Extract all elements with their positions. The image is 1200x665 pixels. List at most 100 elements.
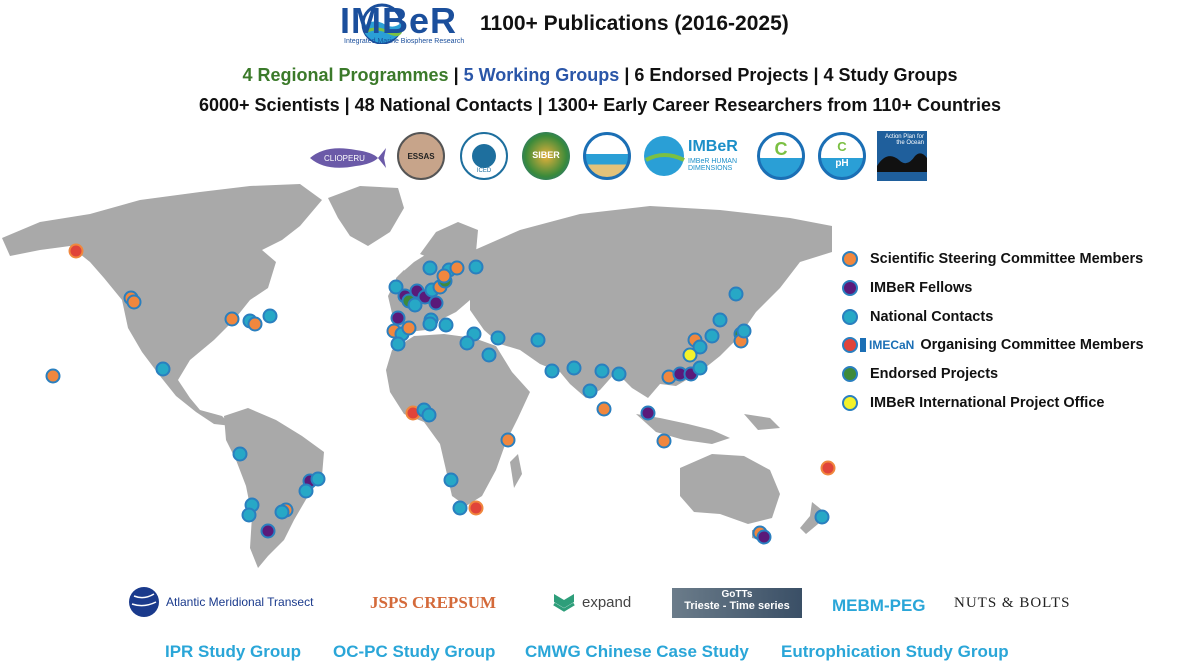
map-marker <box>566 360 582 376</box>
map-marker <box>241 507 257 523</box>
map-marker <box>421 407 437 423</box>
imecan-badge-icon: IMECaN <box>860 338 914 352</box>
south-america <box>224 408 324 568</box>
map-marker <box>262 308 278 324</box>
legend-dot-icon <box>842 395 858 411</box>
map-marker <box>224 311 240 327</box>
imber-logo-subtitle: Integrated Marine Biosphere Research <box>344 38 465 45</box>
map-markers <box>45 243 836 545</box>
legend-dot-icon <box>842 309 858 325</box>
asia <box>470 206 832 398</box>
map-marker <box>530 332 546 348</box>
tuna-fish-icon: CLIOPERU <box>310 148 386 168</box>
legend-label: Organising Committee Members <box>920 337 1144 353</box>
map-marker <box>452 500 468 516</box>
essas-logo: ESSAS <box>397 132 445 180</box>
map-marker <box>155 361 171 377</box>
separator: | <box>453 65 459 85</box>
map-marker <box>459 335 475 351</box>
action-plan-logo: Action Plan for the Ocean <box>877 131 927 181</box>
map-marker <box>594 363 610 379</box>
map-marker <box>682 347 698 363</box>
legend-item-project-office: IMBeR International Project Office <box>842 392 1104 414</box>
map-marker <box>640 405 656 421</box>
working-groups: 5 Working Groups <box>463 65 620 85</box>
scandinavia <box>420 222 478 262</box>
mebm-peg-logo: MEBM-PEG <box>832 596 926 615</box>
expand-logo: expand <box>552 590 631 614</box>
summary-rest: 6 Endorsed Projects | 4 Study Groups <box>634 65 958 85</box>
summary-line-2: 6000+ Scientists | 48 National Contacts … <box>199 95 1001 115</box>
map-marker <box>468 500 484 516</box>
map-marker <box>582 383 598 399</box>
map-marker <box>736 323 752 339</box>
map-marker <box>260 523 276 539</box>
map-marker <box>390 336 406 352</box>
svg-text:CLIOPERU: CLIOPERU <box>324 154 365 163</box>
publications-title: 1100+ Publications (2016-2025) <box>480 12 789 35</box>
legend-label: IMBeR International Project Office <box>870 395 1105 411</box>
greenland <box>328 186 404 246</box>
study-group-eutrophication: Eutrophication Study Group <box>781 642 1009 661</box>
map-marker <box>611 366 627 382</box>
imber-human-dimensions-logo: IMBeR IMBeR HUMAN DIMENSIONS <box>644 132 744 180</box>
map-marker <box>422 316 438 332</box>
legend-label: IMBeR Fellows <box>870 280 973 296</box>
map-marker <box>422 260 438 276</box>
legend-dot-icon <box>842 366 858 382</box>
legend-label: Endorsed Projects <box>870 366 999 382</box>
ocean-acidification-logo: C pH <box>818 132 866 180</box>
indonesia <box>636 414 730 444</box>
north-america <box>2 184 322 426</box>
map-marker <box>468 259 484 275</box>
map-marker <box>438 317 454 333</box>
legend-dot-icon <box>842 251 858 267</box>
globe-icon <box>129 587 159 617</box>
iced-logo: ICED <box>460 132 508 180</box>
study-group-oc-pc: OC-PC Study Group <box>333 642 496 661</box>
legend-item-national-contacts: National Contacts <box>842 306 993 328</box>
map-marker <box>68 243 84 259</box>
amt-logo: Atlantic Meridional Transect <box>128 586 313 618</box>
legend-item-organising-committee: IMECaN Organising Committee Members <box>842 334 1144 356</box>
map-marker <box>247 316 263 332</box>
clioperu-logo: CLIOPERU <box>306 140 386 176</box>
summary-line-1: 4 Regional Programmes | 5 Working Groups… <box>0 65 1200 86</box>
madagascar <box>510 454 522 488</box>
siber-logo: SIBER <box>522 132 570 180</box>
map-marker <box>544 363 560 379</box>
australia <box>680 454 780 524</box>
map-marker <box>704 328 720 344</box>
map-marker <box>436 268 452 284</box>
map-marker <box>443 472 459 488</box>
map-marker <box>596 401 612 417</box>
new-zealand <box>800 502 822 534</box>
study-group-cmwg: CMWG Chinese Case Study <box>525 642 749 661</box>
map-marker <box>820 460 836 476</box>
map-marker <box>298 483 314 499</box>
expand-chevron-icon <box>553 594 575 612</box>
map-marker <box>692 339 708 355</box>
papua <box>744 414 780 430</box>
map-marker <box>232 446 248 462</box>
imber-logo-icon <box>361 3 403 44</box>
map-marker <box>500 432 516 448</box>
map-marker <box>310 471 326 487</box>
map-marker <box>126 294 142 310</box>
map-marker <box>490 330 506 346</box>
map-marker <box>814 509 830 525</box>
africa <box>386 334 530 506</box>
map-marker <box>756 529 772 545</box>
study-group-ipr: IPR Study Group <box>165 642 301 661</box>
jsps-crepsum-logo: JSPS CREPSUM <box>370 593 497 612</box>
map-marker <box>712 312 728 328</box>
world-map <box>2 184 836 568</box>
map-marker <box>388 279 404 295</box>
map-marker <box>401 320 417 336</box>
coast-logo <box>583 132 631 180</box>
separator: | <box>624 65 630 85</box>
continents <box>2 184 832 568</box>
legend-dot-icon <box>842 280 858 296</box>
legend-label: Scientific Steering Committee Members <box>870 251 1144 267</box>
legend-item-imber-fellows: IMBeR Fellows <box>842 277 972 299</box>
